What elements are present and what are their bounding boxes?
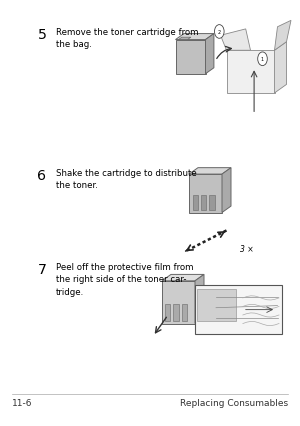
Polygon shape	[176, 35, 214, 40]
Polygon shape	[206, 35, 214, 75]
Text: Shake the cartridge to distribute
the toner.: Shake the cartridge to distribute the to…	[56, 168, 196, 190]
Text: 6: 6	[38, 168, 46, 182]
Text: 7: 7	[38, 262, 46, 276]
Circle shape	[214, 26, 224, 39]
Polygon shape	[178, 38, 191, 40]
Text: 1: 1	[261, 57, 264, 62]
Bar	[193, 196, 198, 211]
Text: 11-6: 11-6	[12, 398, 32, 407]
Bar	[165, 305, 170, 322]
Polygon shape	[162, 281, 195, 324]
FancyBboxPatch shape	[195, 285, 282, 334]
Bar	[182, 305, 187, 322]
Text: Peel off the protective film from
the right side of the toner car-
tridge.: Peel off the protective film from the ri…	[56, 262, 193, 296]
Bar	[209, 196, 215, 211]
Polygon shape	[222, 168, 231, 213]
Polygon shape	[195, 275, 204, 324]
Polygon shape	[189, 168, 231, 175]
Text: 3 ×: 3 ×	[240, 245, 253, 254]
Circle shape	[258, 53, 267, 66]
Polygon shape	[189, 175, 222, 213]
Polygon shape	[274, 21, 291, 51]
Polygon shape	[220, 30, 250, 51]
Text: 2: 2	[218, 30, 221, 35]
Bar	[196, 290, 236, 322]
Polygon shape	[226, 51, 274, 94]
Text: 5: 5	[38, 28, 46, 42]
Polygon shape	[162, 275, 204, 281]
Bar	[173, 305, 179, 322]
Text: Remove the toner cartridge from
the bag.: Remove the toner cartridge from the bag.	[56, 28, 198, 49]
Polygon shape	[274, 43, 286, 94]
Polygon shape	[176, 40, 206, 75]
Bar	[201, 196, 206, 211]
Text: Replacing Consumables: Replacing Consumables	[180, 398, 288, 407]
